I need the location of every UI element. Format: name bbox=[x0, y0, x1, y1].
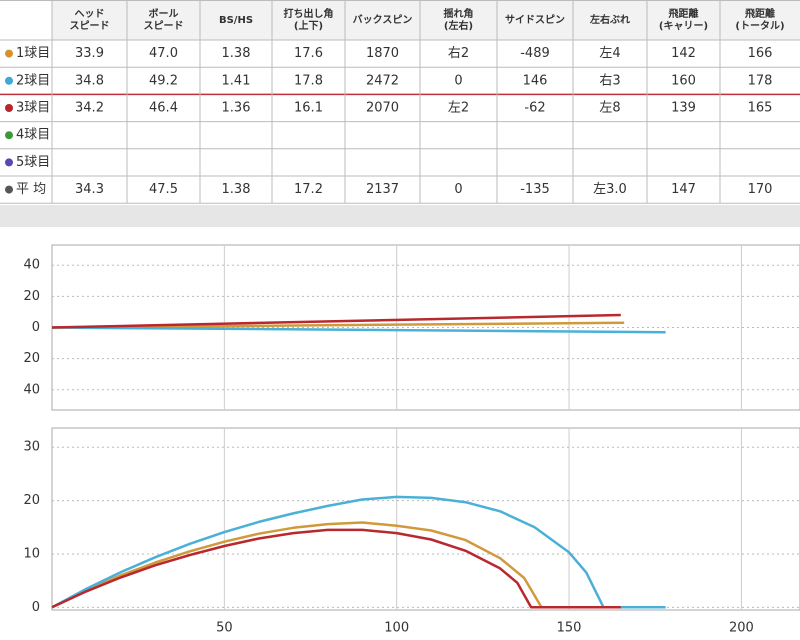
cell: 左3.0 bbox=[593, 182, 627, 197]
column-header: BS/HS bbox=[219, 15, 253, 26]
cell: 1.38 bbox=[222, 46, 251, 61]
row-label: 4球目 bbox=[16, 128, 50, 143]
row-dot bbox=[5, 76, 13, 85]
row-dot bbox=[5, 158, 13, 167]
cell: 左2 bbox=[448, 101, 469, 116]
trajectory-line bbox=[51, 528, 621, 609]
row-label: 3球目 bbox=[16, 101, 50, 116]
cell: 47.5 bbox=[149, 182, 178, 197]
column-header: 飛距離 bbox=[668, 7, 699, 20]
cell: 2070 bbox=[366, 101, 399, 116]
column-header: サイドスピン bbox=[505, 14, 565, 26]
y-tick-label: 30 bbox=[23, 440, 40, 455]
trajectory-line bbox=[51, 521, 625, 609]
cell: 46.4 bbox=[149, 101, 178, 116]
cell: 右3 bbox=[599, 73, 620, 88]
cell: 右2 bbox=[448, 46, 469, 61]
column-header: ボール bbox=[149, 7, 179, 20]
cell: 1870 bbox=[366, 46, 399, 61]
row-label: 平 均 bbox=[16, 182, 46, 197]
cell: 142 bbox=[671, 46, 696, 61]
x-tick-label: 50 bbox=[216, 621, 233, 636]
header-bg bbox=[52, 0, 800, 40]
trajectory-line bbox=[51, 313, 621, 329]
cell: 0 bbox=[454, 182, 462, 197]
cell: -489 bbox=[520, 46, 550, 61]
cell: 49.2 bbox=[149, 73, 178, 88]
cell: 33.9 bbox=[75, 46, 104, 61]
y-tick-label: 0 bbox=[32, 320, 40, 335]
row-label: 2球目 bbox=[16, 73, 50, 88]
column-header: ヘッド bbox=[75, 8, 105, 20]
cell: -135 bbox=[520, 182, 550, 197]
divider bbox=[0, 205, 800, 227]
cell: 139 bbox=[671, 101, 696, 116]
y-tick-label: 20 bbox=[23, 289, 40, 304]
y-tick-label: 40 bbox=[23, 382, 40, 397]
column-header: スピード bbox=[144, 20, 184, 32]
cell: 146 bbox=[523, 73, 548, 88]
row-label: 1球目 bbox=[16, 46, 50, 61]
cell: 170 bbox=[748, 182, 773, 197]
cell: 1.38 bbox=[222, 182, 251, 197]
cell: 147 bbox=[671, 182, 696, 197]
x-tick-label: 100 bbox=[384, 621, 409, 636]
row-label: 5球目 bbox=[16, 155, 50, 170]
cell: 17.6 bbox=[294, 46, 323, 61]
row-dot bbox=[5, 49, 13, 58]
column-header: (左右) bbox=[444, 19, 473, 32]
cell: 160 bbox=[671, 73, 696, 88]
column-header: (上下) bbox=[294, 19, 323, 32]
column-header: 飛距離 bbox=[744, 7, 775, 20]
trajectory-line bbox=[51, 326, 666, 334]
column-header: (トータル) bbox=[735, 20, 784, 32]
cell: 178 bbox=[748, 73, 773, 88]
y-tick-label: 20 bbox=[23, 493, 40, 508]
cell: 左8 bbox=[599, 101, 620, 116]
cell: 17.2 bbox=[294, 182, 323, 197]
column-header: 揺れ角 bbox=[444, 7, 474, 20]
y-tick-label: 0 bbox=[32, 600, 40, 615]
row-dot bbox=[5, 185, 13, 194]
cell: 34.8 bbox=[75, 73, 104, 88]
y-tick-label: 10 bbox=[23, 546, 40, 561]
column-header: (キャリー) bbox=[659, 20, 708, 32]
cell: 左4 bbox=[599, 46, 620, 61]
cell: 2137 bbox=[366, 182, 399, 197]
y-tick-label: 20 bbox=[23, 351, 40, 366]
cell: 2472 bbox=[366, 73, 399, 88]
column-header: 打ち出し角 bbox=[284, 7, 334, 20]
cell: 0 bbox=[454, 73, 462, 88]
column-header: 左右ぶれ bbox=[589, 13, 630, 26]
cell: 16.1 bbox=[294, 101, 323, 116]
cell: 47.0 bbox=[149, 46, 178, 61]
cell: -62 bbox=[524, 101, 545, 116]
column-header: スピード bbox=[70, 20, 110, 32]
cell: 165 bbox=[748, 101, 773, 116]
cell: 166 bbox=[748, 46, 773, 61]
cell: 17.8 bbox=[294, 73, 323, 88]
row-dot bbox=[5, 104, 13, 112]
cell: 34.2 bbox=[75, 101, 104, 116]
cell: 1.36 bbox=[222, 101, 251, 116]
cell: 1.41 bbox=[222, 73, 251, 88]
y-tick-label: 40 bbox=[23, 258, 40, 273]
x-tick-label: 150 bbox=[557, 621, 582, 636]
plot-area bbox=[51, 427, 800, 611]
row-dot bbox=[5, 131, 13, 140]
column-header: バックスピン bbox=[353, 14, 413, 26]
cell: 34.3 bbox=[75, 182, 104, 197]
trajectory-line bbox=[51, 321, 625, 329]
x-tick-label: 200 bbox=[729, 621, 754, 636]
trajectory-line bbox=[51, 495, 666, 609]
